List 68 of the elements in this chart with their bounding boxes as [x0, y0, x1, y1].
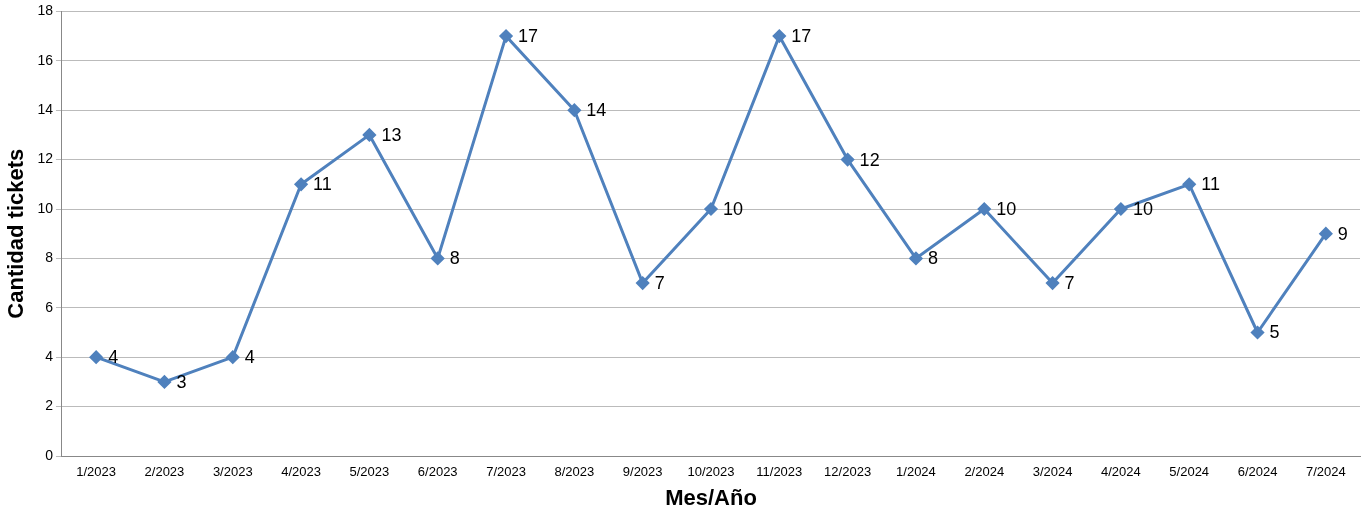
data-label: 12 — [859, 149, 880, 170]
y-tick-label: 2 — [45, 397, 54, 414]
x-axis-title: Mes/Año — [665, 484, 757, 510]
x-tick-label: 1/2024 — [896, 464, 936, 480]
data-label: 8 — [449, 248, 460, 269]
y-tick-label: 16 — [37, 51, 54, 68]
data-label: 4 — [244, 347, 255, 368]
x-tick-label: 4/2023 — [281, 464, 321, 480]
data-label: 11 — [1201, 174, 1220, 195]
y-axis-title: Cantidad tickets — [3, 148, 29, 319]
point — [772, 29, 786, 43]
point — [226, 350, 240, 364]
point — [157, 375, 171, 389]
point — [567, 103, 581, 117]
y-tick-label: 10 — [37, 199, 54, 216]
data-label: 10 — [996, 198, 1017, 219]
point — [1114, 202, 1128, 216]
x-tick-label: 7/2024 — [1305, 464, 1346, 480]
data-label: 5 — [1269, 322, 1280, 343]
point — [1251, 326, 1265, 339]
x-tick-label: 11/2023 — [756, 464, 803, 480]
x-tick-label: 3/2024 — [1032, 464, 1073, 480]
x-tick-label: 3/2023 — [212, 464, 253, 480]
point — [431, 251, 445, 265]
x-tick-label: 8/2023 — [554, 464, 595, 480]
data-label: 3 — [176, 371, 187, 392]
point — [499, 29, 513, 43]
point — [1046, 276, 1060, 290]
data-label: 8 — [927, 248, 938, 269]
point — [362, 128, 376, 142]
data-label: 11 — [313, 174, 332, 195]
y-tick-label: 14 — [37, 101, 54, 118]
y-tick-label: 0 — [45, 446, 54, 463]
x-tick-label: 12/2023 — [824, 464, 872, 480]
x-tick-label: 5/2024 — [1169, 464, 1210, 480]
data-label: 17 — [518, 26, 539, 47]
x-tick-label: 7/2023 — [486, 464, 526, 480]
x-tick-label: 6/2023 — [417, 464, 458, 480]
data-label: 10 — [1132, 198, 1153, 219]
data-label: 9 — [1337, 223, 1348, 244]
x-tick-label: 2/2023 — [144, 464, 185, 480]
y-tick-label: 8 — [45, 249, 54, 266]
data-label: 7 — [1064, 273, 1075, 294]
data-label: 10 — [722, 198, 744, 219]
point — [909, 251, 923, 265]
x-tick-label: 2/2024 — [964, 464, 1005, 480]
x-tick-label: 9/2023 — [622, 464, 663, 480]
point — [1319, 227, 1333, 241]
x-tick-label: 5/2023 — [349, 464, 390, 480]
y-tick-label: 4 — [45, 348, 54, 365]
x-tick-label: 6/2024 — [1237, 464, 1278, 480]
x-tick-label: 10/2023 — [687, 464, 735, 480]
point — [294, 177, 308, 191]
x-tick-label: 4/2024 — [1101, 464, 1141, 480]
point — [89, 350, 103, 364]
x-tick-label: 1/2023 — [76, 464, 117, 480]
point — [704, 202, 718, 216]
y-tick-label: 12 — [37, 150, 54, 167]
point — [841, 153, 855, 167]
data-label: 14 — [586, 100, 607, 121]
y-tick-label: 18 — [37, 2, 54, 19]
point — [1182, 177, 1196, 191]
y-tick-label: 6 — [45, 298, 54, 315]
point — [977, 202, 991, 216]
data-label: 13 — [381, 124, 402, 145]
data-label: 17 — [791, 26, 812, 47]
data-label: 7 — [654, 273, 665, 294]
point — [636, 276, 650, 290]
